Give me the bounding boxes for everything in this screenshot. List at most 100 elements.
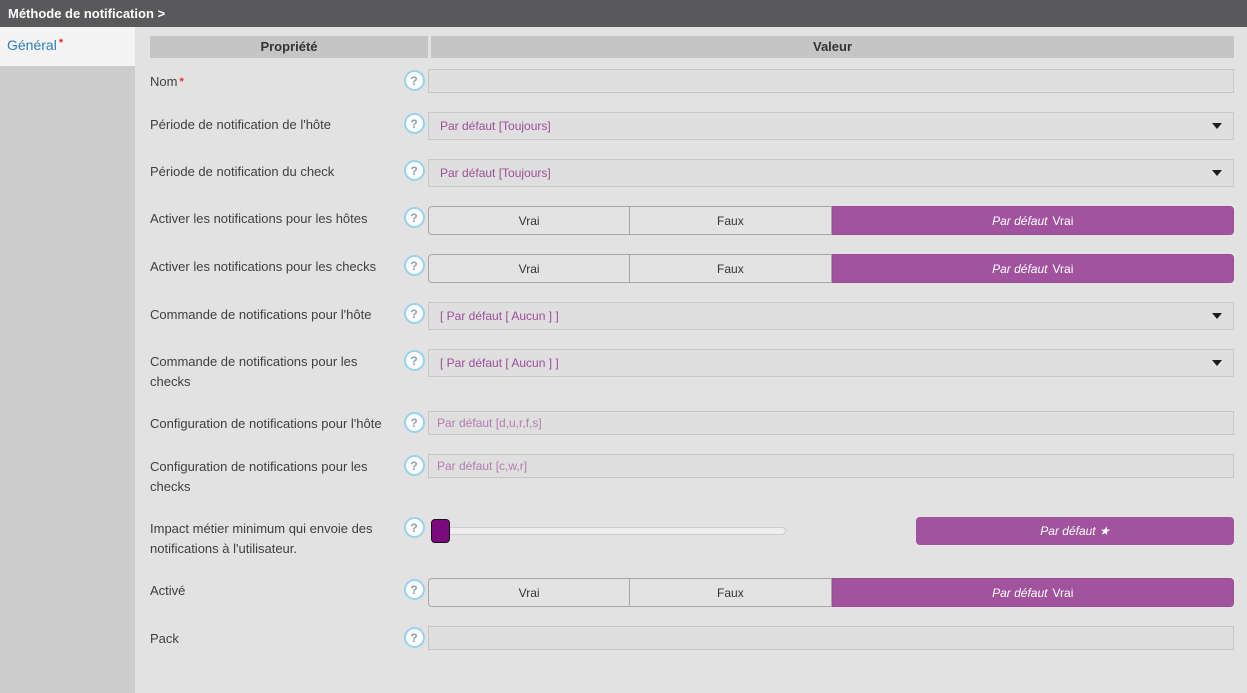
field-label-text: Commande de notifications pour l'hôte (150, 307, 372, 322)
field-value (428, 454, 1234, 478)
field-value: Par défaut [Toujours] (428, 112, 1234, 140)
default-value-label: Vrai (1052, 261, 1074, 276)
page-layout: Général * Propriété Valeur Nom * ? Période… (0, 27, 1247, 693)
help-icon[interactable]: ? (403, 579, 425, 600)
text-input[interactable] (428, 69, 1234, 93)
field-label: Activé (150, 578, 400, 601)
field-label-text: Activer les notifications pour les check… (150, 259, 377, 274)
business-impact-slider[interactable] (431, 517, 786, 545)
sidebar-tab-label: Général (7, 37, 57, 53)
select-value: [ Par défaut [ Aucun ] ] (440, 356, 559, 370)
field-label: Activer les notifications pour les check… (150, 254, 400, 277)
select-dropdown[interactable]: Par défaut [Toujours] (428, 112, 1234, 140)
field-value (428, 69, 1234, 93)
option-true-button[interactable]: Vrai (428, 578, 631, 607)
select-value: Par défaut [Toujours] (440, 166, 551, 180)
help-icon[interactable]: ? (403, 70, 425, 91)
field-label: Période de notification du check (150, 159, 400, 182)
field-label-text: Activer les notifications pour les hôtes (150, 211, 368, 226)
form-row: Période de notification de l'hôte ? Par … (150, 112, 1234, 140)
select-value: Par défaut [Toujours] (440, 119, 551, 133)
field-label: Configuration de notifications pour les … (150, 454, 400, 497)
field-value: Vrai Faux Par défaut Vrai (428, 206, 1234, 235)
option-false-button[interactable]: Faux (629, 206, 832, 235)
text-input[interactable] (428, 454, 1234, 478)
form-row: Activer les notifications pour les hôtes… (150, 206, 1234, 235)
chevron-down-icon (1212, 170, 1222, 176)
sidebar: Général * (0, 27, 135, 693)
default-prefix-label: Par défaut (992, 585, 1048, 600)
form-row: Nom * ? (150, 69, 1234, 93)
sidebar-tab-general[interactable]: Général * (0, 27, 135, 66)
default-value-label: Vrai (1052, 213, 1074, 228)
option-default-button[interactable]: Par défaut Vrai (831, 578, 1234, 607)
form-row: Période de notification du check ? Par d… (150, 159, 1234, 187)
form-row: Activé ? Vrai Faux Par défaut Vrai (150, 578, 1234, 607)
help-icon[interactable]: ? (403, 455, 425, 476)
slider-handle[interactable] (431, 518, 450, 543)
field-label: Configuration de notifications pour l'hô… (150, 411, 400, 434)
help-icon[interactable]: ? (403, 255, 425, 276)
field-value (428, 626, 1234, 650)
field-label: Période de notification de l'hôte (150, 112, 400, 135)
field-value: [ Par défaut [ Aucun ] ] (428, 302, 1234, 330)
default-prefix-label: Par défaut (992, 213, 1048, 228)
field-value: Vrai Faux Par défaut Vrai (428, 578, 1234, 607)
form-panel: Propriété Valeur Nom * ? Période de notif… (135, 27, 1247, 693)
default-prefix-label: Par défaut (992, 261, 1048, 276)
field-value: [ Par défaut [ Aucun ] ] (428, 349, 1234, 377)
field-value (428, 411, 1234, 435)
help-icon[interactable]: ? (403, 350, 425, 371)
help-icon[interactable]: ? (403, 113, 425, 134)
option-false-button[interactable]: Faux (629, 254, 832, 283)
field-label: Pack (150, 626, 400, 649)
required-asterisk: * (179, 76, 184, 88)
text-input[interactable] (428, 626, 1234, 650)
field-label-text: Nom (150, 74, 178, 89)
help-icon[interactable]: ? (403, 303, 425, 324)
form-row: Pack ? (150, 626, 1234, 650)
breadcrumb[interactable]: Méthode de notification > (0, 0, 1247, 27)
field-label-text: Configuration de notifications pour l'hô… (150, 416, 382, 431)
tristate-control: Vrai Faux Par défaut Vrai (428, 254, 1234, 283)
default-value-label: Vrai (1052, 585, 1074, 600)
help-icon[interactable]: ? (403, 517, 425, 538)
field-label-text: Impact métier minimum qui envoie des not… (150, 521, 373, 556)
field-label-text: Configuration de notifications pour les … (150, 459, 368, 494)
field-value: Vrai Faux Par défaut Vrai (428, 254, 1234, 283)
option-true-button[interactable]: Vrai (428, 254, 631, 283)
page-title: Méthode de notification > (8, 6, 166, 21)
field-label-text: Pack (150, 631, 179, 646)
field-label: Commande de notifications pour les check… (150, 349, 400, 392)
option-true-button[interactable]: Vrai (428, 206, 631, 235)
chevron-down-icon (1212, 360, 1222, 366)
field-value: Par défaut ★ (428, 516, 1234, 545)
table-header: Propriété Valeur (150, 36, 1234, 58)
select-dropdown[interactable]: Par défaut [Toujours] (428, 159, 1234, 187)
form-row: Commande de notifications pour les check… (150, 349, 1234, 392)
field-value: Par défaut [Toujours] (428, 159, 1234, 187)
field-label: Nom * (150, 69, 400, 92)
slider-track[interactable] (431, 526, 786, 535)
option-default-button[interactable]: Par défaut Vrai (831, 254, 1234, 283)
chevron-down-icon (1212, 313, 1222, 319)
column-header-property: Propriété (150, 36, 428, 58)
column-header-value: Valeur (431, 36, 1234, 58)
select-value: [ Par défaut [ Aucun ] ] (440, 309, 559, 323)
help-icon[interactable]: ? (403, 412, 425, 433)
option-default-button[interactable]: Par défaut Vrai (831, 206, 1234, 235)
default-star-button[interactable]: Par défaut ★ (916, 516, 1234, 545)
help-icon[interactable]: ? (403, 160, 425, 181)
select-dropdown[interactable]: [ Par défaut [ Aucun ] ] (428, 302, 1234, 330)
help-icon[interactable]: ? (403, 627, 425, 648)
field-label: Activer les notifications pour les hôtes (150, 206, 400, 229)
field-label: Impact métier minimum qui envoie des not… (150, 516, 400, 559)
form-row: Impact métier minimum qui envoie des not… (150, 516, 1234, 559)
text-input[interactable] (428, 411, 1234, 435)
select-dropdown[interactable]: [ Par défaut [ Aucun ] ] (428, 349, 1234, 377)
option-false-button[interactable]: Faux (629, 578, 832, 607)
help-icon[interactable]: ? (403, 207, 425, 228)
tristate-control: Vrai Faux Par défaut Vrai (428, 206, 1234, 235)
field-label-text: Commande de notifications pour les check… (150, 354, 358, 389)
field-label-text: Activé (150, 583, 186, 598)
